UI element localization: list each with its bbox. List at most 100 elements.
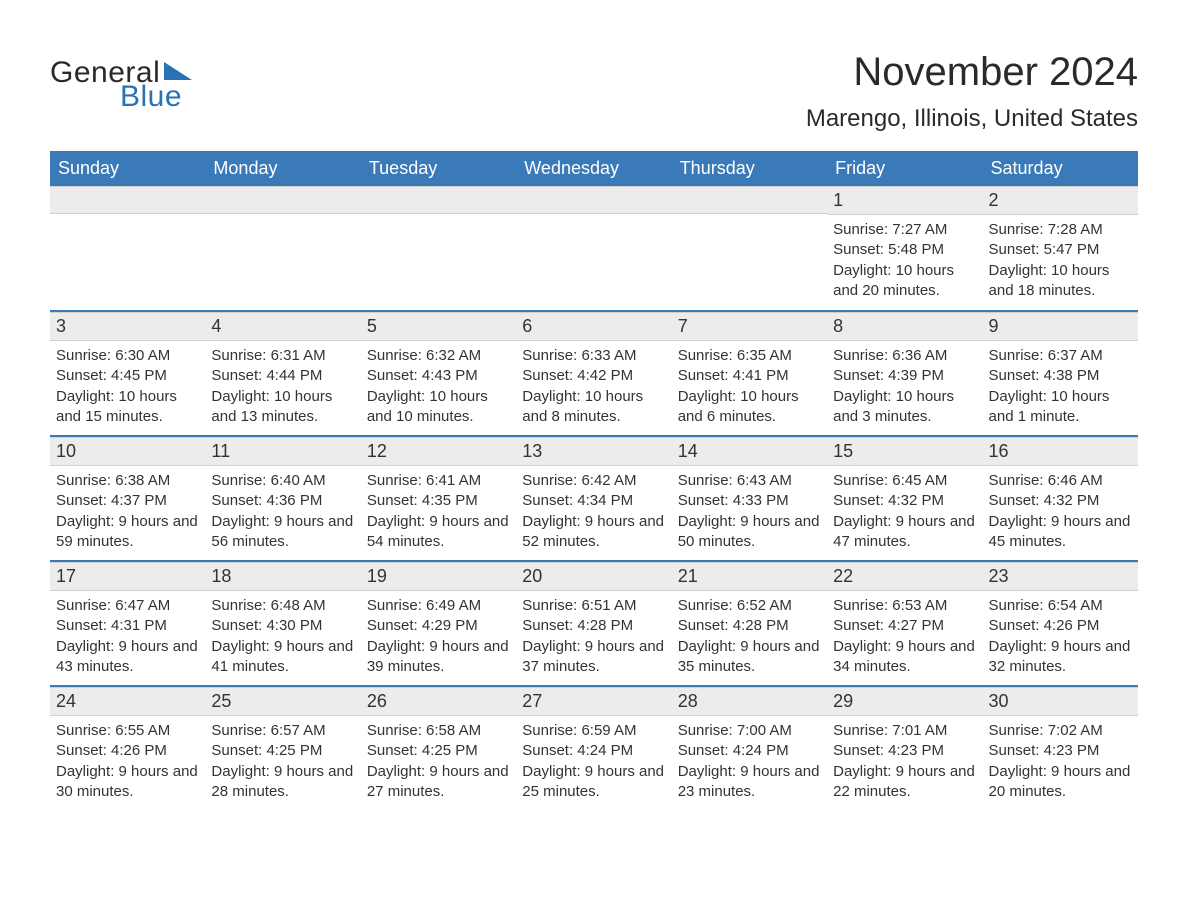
day-details: Sunrise: 6:36 AMSunset: 4:39 PMDaylight:… — [827, 341, 982, 433]
day-number: 5 — [361, 312, 516, 341]
daylight-text: Daylight: 10 hours and 8 minutes. — [522, 387, 665, 428]
day-details: Sunrise: 7:00 AMSunset: 4:24 PMDaylight:… — [672, 716, 827, 808]
daylight-text: Daylight: 9 hours and 43 minutes. — [56, 637, 199, 678]
day-details: Sunrise: 6:37 AMSunset: 4:38 PMDaylight:… — [983, 341, 1138, 433]
day-details: Sunrise: 6:40 AMSunset: 4:36 PMDaylight:… — [205, 466, 360, 558]
day-number: 14 — [672, 437, 827, 466]
calendar-empty-cell — [50, 186, 205, 311]
sunrise-text: Sunrise: 6:43 AM — [678, 471, 821, 491]
day-number: 8 — [827, 312, 982, 341]
sunrise-text: Sunrise: 7:02 AM — [989, 721, 1132, 741]
day-number: 12 — [361, 437, 516, 466]
weekday-header: Friday — [827, 151, 982, 186]
day-number: 26 — [361, 687, 516, 716]
daylight-text: Daylight: 9 hours and 39 minutes. — [367, 637, 510, 678]
calendar-day-cell: 10Sunrise: 6:38 AMSunset: 4:37 PMDayligh… — [50, 436, 205, 561]
sunrise-text: Sunrise: 6:58 AM — [367, 721, 510, 741]
calendar-day-cell: 4Sunrise: 6:31 AMSunset: 4:44 PMDaylight… — [205, 311, 360, 436]
calendar-day-cell: 21Sunrise: 6:52 AMSunset: 4:28 PMDayligh… — [672, 561, 827, 686]
calendar-week-row: 1Sunrise: 7:27 AMSunset: 5:48 PMDaylight… — [50, 186, 1138, 311]
sunrise-text: Sunrise: 6:32 AM — [367, 346, 510, 366]
sunrise-text: Sunrise: 6:31 AM — [211, 346, 354, 366]
calendar-day-cell: 30Sunrise: 7:02 AMSunset: 4:23 PMDayligh… — [983, 686, 1138, 811]
sunrise-text: Sunrise: 6:36 AM — [833, 346, 976, 366]
day-details: Sunrise: 6:46 AMSunset: 4:32 PMDaylight:… — [983, 466, 1138, 558]
daylight-text: Daylight: 10 hours and 20 minutes. — [833, 261, 976, 302]
calendar-day-cell: 17Sunrise: 6:47 AMSunset: 4:31 PMDayligh… — [50, 561, 205, 686]
day-details: Sunrise: 6:45 AMSunset: 4:32 PMDaylight:… — [827, 466, 982, 558]
day-details: Sunrise: 6:30 AMSunset: 4:45 PMDaylight:… — [50, 341, 205, 433]
day-number: 19 — [361, 562, 516, 591]
daylight-text: Daylight: 9 hours and 50 minutes. — [678, 512, 821, 553]
calendar-body: 1Sunrise: 7:27 AMSunset: 5:48 PMDaylight… — [50, 186, 1138, 811]
day-details: Sunrise: 6:55 AMSunset: 4:26 PMDaylight:… — [50, 716, 205, 808]
calendar-day-cell: 18Sunrise: 6:48 AMSunset: 4:30 PMDayligh… — [205, 561, 360, 686]
daylight-text: Daylight: 9 hours and 27 minutes. — [367, 762, 510, 803]
sunset-text: Sunset: 4:28 PM — [678, 616, 821, 636]
day-number: 4 — [205, 312, 360, 341]
daylight-text: Daylight: 10 hours and 3 minutes. — [833, 387, 976, 428]
weekday-header: Monday — [205, 151, 360, 186]
weekday-header: Saturday — [983, 151, 1138, 186]
sunset-text: Sunset: 4:28 PM — [522, 616, 665, 636]
day-number: 23 — [983, 562, 1138, 591]
day-details: Sunrise: 6:35 AMSunset: 4:41 PMDaylight:… — [672, 341, 827, 433]
sunset-text: Sunset: 4:33 PM — [678, 491, 821, 511]
day-number: 22 — [827, 562, 982, 591]
day-details: Sunrise: 7:01 AMSunset: 4:23 PMDaylight:… — [827, 716, 982, 808]
calendar-day-cell: 5Sunrise: 6:32 AMSunset: 4:43 PMDaylight… — [361, 311, 516, 436]
sunset-text: Sunset: 4:36 PM — [211, 491, 354, 511]
calendar-empty-cell — [516, 186, 671, 311]
daylight-text: Daylight: 9 hours and 28 minutes. — [211, 762, 354, 803]
brand-word2: Blue — [120, 82, 192, 112]
sunrise-text: Sunrise: 6:46 AM — [989, 471, 1132, 491]
sunset-text: Sunset: 4:24 PM — [522, 741, 665, 761]
sunset-text: Sunset: 4:27 PM — [833, 616, 976, 636]
day-number: 9 — [983, 312, 1138, 341]
daylight-text: Daylight: 9 hours and 59 minutes. — [56, 512, 199, 553]
day-details: Sunrise: 6:54 AMSunset: 4:26 PMDaylight:… — [983, 591, 1138, 683]
title-block: November 2024 Marengo, Illinois, United … — [806, 30, 1138, 145]
day-number: 25 — [205, 687, 360, 716]
day-details: Sunrise: 6:59 AMSunset: 4:24 PMDaylight:… — [516, 716, 671, 808]
calendar-day-cell: 16Sunrise: 6:46 AMSunset: 4:32 PMDayligh… — [983, 436, 1138, 561]
sunrise-text: Sunrise: 6:30 AM — [56, 346, 199, 366]
calendar-day-cell: 29Sunrise: 7:01 AMSunset: 4:23 PMDayligh… — [827, 686, 982, 811]
day-details: Sunrise: 7:02 AMSunset: 4:23 PMDaylight:… — [983, 716, 1138, 808]
calendar-day-cell: 28Sunrise: 7:00 AMSunset: 4:24 PMDayligh… — [672, 686, 827, 811]
sunset-text: Sunset: 4:32 PM — [833, 491, 976, 511]
day-number: 17 — [50, 562, 205, 591]
daylight-text: Daylight: 9 hours and 23 minutes. — [678, 762, 821, 803]
sunrise-text: Sunrise: 7:00 AM — [678, 721, 821, 741]
daylight-text: Daylight: 10 hours and 15 minutes. — [56, 387, 199, 428]
sunrise-text: Sunrise: 6:55 AM — [56, 721, 199, 741]
calendar-week-row: 17Sunrise: 6:47 AMSunset: 4:31 PMDayligh… — [50, 561, 1138, 686]
day-details: Sunrise: 6:53 AMSunset: 4:27 PMDaylight:… — [827, 591, 982, 683]
sunrise-text: Sunrise: 6:40 AM — [211, 471, 354, 491]
daylight-text: Daylight: 9 hours and 30 minutes. — [56, 762, 199, 803]
calendar-day-cell: 9Sunrise: 6:37 AMSunset: 4:38 PMDaylight… — [983, 311, 1138, 436]
calendar-empty-cell — [205, 186, 360, 311]
sunset-text: Sunset: 4:26 PM — [56, 741, 199, 761]
sunset-text: Sunset: 4:41 PM — [678, 366, 821, 386]
day-details: Sunrise: 6:57 AMSunset: 4:25 PMDaylight:… — [205, 716, 360, 808]
calendar-day-cell: 13Sunrise: 6:42 AMSunset: 4:34 PMDayligh… — [516, 436, 671, 561]
day-details: Sunrise: 6:52 AMSunset: 4:28 PMDaylight:… — [672, 591, 827, 683]
day-number: 20 — [516, 562, 671, 591]
calendar-day-cell: 7Sunrise: 6:35 AMSunset: 4:41 PMDaylight… — [672, 311, 827, 436]
day-details: Sunrise: 6:48 AMSunset: 4:30 PMDaylight:… — [205, 591, 360, 683]
calendar-day-cell: 25Sunrise: 6:57 AMSunset: 4:25 PMDayligh… — [205, 686, 360, 811]
sunset-text: Sunset: 4:23 PM — [989, 741, 1132, 761]
day-details: Sunrise: 6:58 AMSunset: 4:25 PMDaylight:… — [361, 716, 516, 808]
weekday-header: Tuesday — [361, 151, 516, 186]
calendar-day-cell: 1Sunrise: 7:27 AMSunset: 5:48 PMDaylight… — [827, 186, 982, 311]
calendar-empty-cell — [672, 186, 827, 311]
sunset-text: Sunset: 4:37 PM — [56, 491, 199, 511]
sunset-text: Sunset: 4:30 PM — [211, 616, 354, 636]
daylight-text: Daylight: 9 hours and 32 minutes. — [989, 637, 1132, 678]
daylight-text: Daylight: 9 hours and 37 minutes. — [522, 637, 665, 678]
calendar-week-row: 24Sunrise: 6:55 AMSunset: 4:26 PMDayligh… — [50, 686, 1138, 811]
calendar-week-row: 3Sunrise: 6:30 AMSunset: 4:45 PMDaylight… — [50, 311, 1138, 436]
day-number: 2 — [983, 186, 1138, 215]
daylight-text: Daylight: 10 hours and 6 minutes. — [678, 387, 821, 428]
